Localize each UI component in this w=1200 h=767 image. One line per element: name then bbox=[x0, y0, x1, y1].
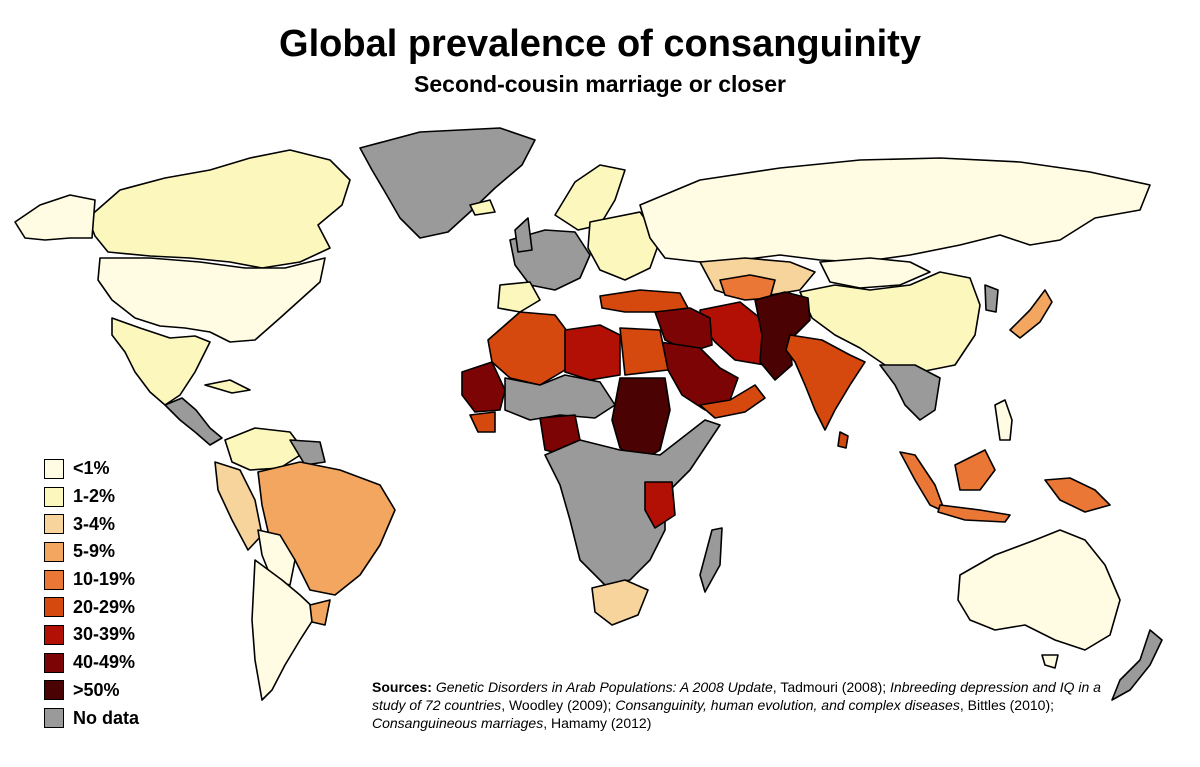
region-southeast-asia bbox=[879, 364, 941, 421]
region-mongolia bbox=[819, 257, 931, 289]
legend-label: No data bbox=[73, 707, 140, 728]
legend-swatch bbox=[44, 680, 64, 701]
region-india bbox=[785, 334, 866, 431]
legend-label: 30-39% bbox=[73, 624, 136, 645]
region-egypt bbox=[619, 327, 669, 376]
region-iberia bbox=[497, 281, 541, 313]
region-sahel bbox=[504, 374, 616, 421]
region-australia bbox=[957, 529, 1121, 651]
legend-swatch bbox=[44, 624, 64, 645]
legend-item: 1-2% bbox=[44, 483, 139, 511]
legend-swatch bbox=[44, 708, 64, 729]
legend-label: >50% bbox=[73, 679, 120, 700]
region-canada bbox=[87, 149, 351, 269]
region-scandinavia bbox=[554, 164, 626, 231]
region-bolivia bbox=[257, 529, 296, 586]
region-guianas bbox=[289, 439, 326, 466]
region-west-africa-coast bbox=[469, 411, 496, 433]
region-tasmania bbox=[1041, 654, 1059, 669]
region-maghreb bbox=[487, 311, 571, 386]
legend-label: 3-4% bbox=[73, 513, 116, 534]
source-title: Consanguineous marriages bbox=[372, 715, 544, 731]
legend-swatch bbox=[44, 652, 64, 673]
legend-swatch bbox=[44, 541, 64, 562]
legend-item: 10-19% bbox=[44, 566, 139, 594]
sources-label: Sources: bbox=[372, 679, 432, 695]
region-uk bbox=[514, 217, 533, 253]
region-greenland bbox=[359, 127, 536, 239]
region-madagascar bbox=[699, 527, 723, 593]
region-korea bbox=[984, 284, 999, 313]
source-title: Consanguinity, human evolution, and comp… bbox=[615, 697, 960, 713]
legend-item: 30-39% bbox=[44, 621, 139, 649]
legend-item: >50% bbox=[44, 677, 139, 705]
legend-swatch bbox=[44, 514, 64, 535]
legend-swatch bbox=[44, 569, 64, 590]
legend-swatch bbox=[44, 597, 64, 618]
source-title: Genetic Disorders in Arab Populations: A… bbox=[435, 679, 773, 695]
region-central-america bbox=[164, 397, 223, 446]
region-uruguay bbox=[309, 599, 331, 626]
region-iraq bbox=[654, 307, 713, 353]
region-alaska bbox=[14, 194, 96, 241]
region-tanzania bbox=[644, 481, 676, 529]
region-mexico bbox=[111, 317, 211, 406]
sources-note: Sources: Genetic Disorders in Arab Popul… bbox=[372, 678, 1112, 732]
map-title: Global prevalence of consanguinity bbox=[279, 23, 921, 65]
region-yemen-oman bbox=[699, 384, 766, 419]
region-iceland bbox=[469, 199, 496, 216]
region-new-zealand bbox=[1111, 629, 1163, 701]
legend-label: 40-49% bbox=[73, 652, 136, 673]
region-usa bbox=[97, 257, 326, 343]
region-peru bbox=[214, 461, 263, 551]
region-china bbox=[799, 271, 981, 373]
legend-item: 5-9% bbox=[44, 538, 139, 566]
region-turkey bbox=[599, 289, 689, 313]
legend-item: No data bbox=[44, 704, 139, 732]
region-southern-cone bbox=[251, 559, 319, 701]
legend-label: <1% bbox=[73, 458, 110, 479]
region-libya bbox=[564, 324, 621, 381]
legend-swatch bbox=[44, 458, 64, 479]
region-new-guinea bbox=[1044, 477, 1111, 513]
source-author: , Woodley (2009); bbox=[501, 697, 616, 713]
legend-item: <1% bbox=[44, 455, 139, 483]
legend-item: 40-49% bbox=[44, 649, 139, 677]
legend-label: 1-2% bbox=[73, 486, 116, 507]
region-indonesia bbox=[937, 504, 1011, 523]
region-cuba bbox=[204, 379, 251, 394]
legend-item: 3-4% bbox=[44, 510, 139, 538]
region-japan bbox=[1009, 289, 1053, 339]
region-russia bbox=[639, 157, 1151, 263]
region-northern-south-america bbox=[224, 427, 306, 471]
map-subtitle: Second-cousin marriage or closer bbox=[414, 71, 786, 97]
legend-label: 5-9% bbox=[73, 541, 116, 562]
region-malaysia bbox=[899, 451, 946, 513]
region-mauritania bbox=[461, 361, 506, 413]
source-title: Inbreeding depression and IQ in a study … bbox=[372, 679, 1101, 713]
source-author: , Hamamy (2012) bbox=[543, 715, 652, 731]
source-author: , Bittles (2010); bbox=[959, 697, 1054, 713]
region-borneo bbox=[954, 449, 996, 491]
legend: <1% 1-2% 3-4% 5-9% 10-19% 20-29% 30-39% … bbox=[44, 455, 139, 732]
source-author: , Tadmouri (2008); bbox=[772, 679, 891, 695]
legend-item: 20-29% bbox=[44, 593, 139, 621]
region-south-africa bbox=[591, 579, 649, 626]
legend-swatch bbox=[44, 486, 64, 507]
legend-label: 10-19% bbox=[73, 569, 136, 590]
region-philippines bbox=[994, 399, 1013, 441]
legend-label: 20-29% bbox=[73, 596, 136, 617]
region-sri-lanka bbox=[837, 431, 849, 449]
